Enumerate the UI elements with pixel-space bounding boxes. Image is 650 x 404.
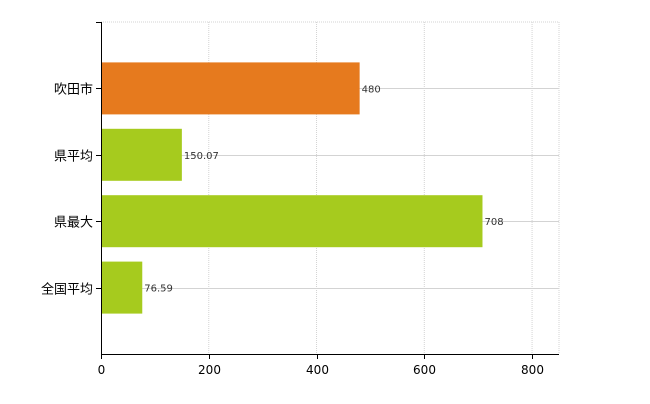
bar-4: [101, 261, 143, 314]
x-tick-label: 600: [413, 363, 436, 377]
bar-layer: [101, 62, 483, 314]
x-tick-label: 400: [306, 363, 329, 377]
bar-value-label: 708: [484, 217, 503, 228]
y-tick-label: 吹田市: [54, 82, 93, 98]
axis-layer: [96, 22, 559, 359]
x-tick-label: 800: [521, 363, 544, 377]
bar-3: [101, 195, 483, 248]
y-tick-label: 県最大: [54, 216, 93, 231]
y-tick-label: 県平均: [54, 150, 93, 165]
x-tick-label: 200: [198, 363, 221, 377]
bar-value-label: 150.07: [184, 151, 219, 162]
bar-value-label: 480: [362, 84, 381, 95]
y-tick-label: 全国平均: [41, 282, 93, 298]
bar-value-label: 76.59: [144, 284, 173, 295]
x-tick-label: 0: [98, 363, 106, 377]
bar-2: [101, 128, 182, 181]
bar-1: [101, 62, 360, 115]
